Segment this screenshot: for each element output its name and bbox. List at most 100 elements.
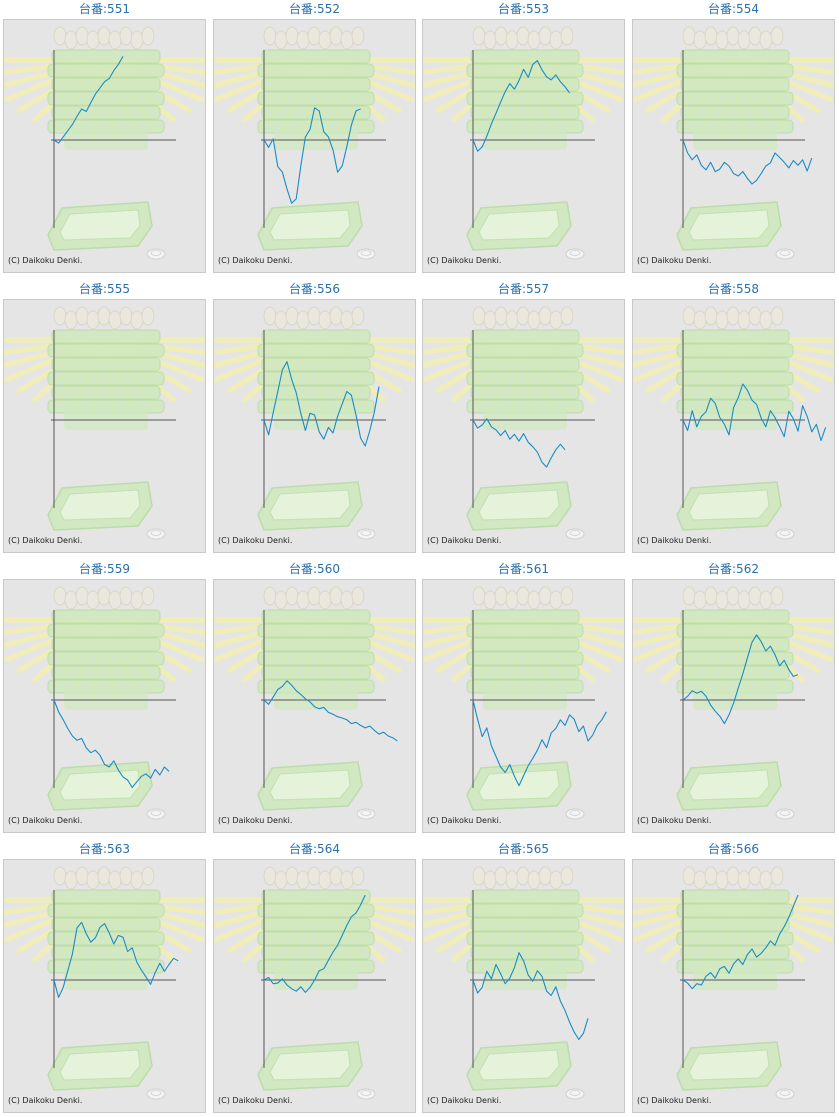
copyright-text: (C) Daikoku Denki.	[218, 1096, 293, 1105]
chart-cell: 台番:551 (C) Daikoku Denki.	[3, 0, 206, 274]
chart-plot	[4, 586, 205, 820]
chart-cell: 台番:565 (C) Daikoku Denki.	[422, 840, 625, 1114]
chart-panel: (C) Daikoku Denki.	[3, 19, 206, 273]
background-artwork	[633, 306, 834, 540]
background-artwork	[214, 26, 415, 260]
chart-panel: (C) Daikoku Denki.	[632, 299, 835, 553]
chart-title: 台番:556	[289, 282, 340, 296]
copyright-text: (C) Daikoku Denki.	[8, 816, 83, 825]
copyright-text: (C) Daikoku Denki.	[637, 816, 712, 825]
chart-plot	[633, 586, 834, 820]
copyright-text: (C) Daikoku Denki.	[427, 816, 502, 825]
series-line	[263, 680, 398, 742]
chart-title: 台番:557	[498, 282, 549, 296]
background-artwork	[633, 586, 834, 820]
chart-plot	[214, 26, 415, 260]
chart-plot	[4, 26, 205, 260]
series-line	[472, 418, 566, 468]
copyright-text: (C) Daikoku Denki.	[637, 1096, 712, 1105]
chart-panel: (C) Daikoku Denki.	[632, 579, 835, 833]
copyright-text: (C) Daikoku Denki.	[8, 1096, 83, 1105]
chart-title: 台番:565	[498, 842, 549, 856]
chart-title: 台番:566	[708, 842, 759, 856]
chart-plot	[423, 586, 624, 820]
series-line	[53, 56, 124, 144]
background-artwork	[214, 866, 415, 1100]
series-line	[472, 60, 571, 152]
chart-plot	[423, 306, 624, 540]
chart-panel: (C) Daikoku Denki.	[213, 19, 416, 273]
background-artwork	[423, 26, 624, 260]
chart-panel: (C) Daikoku Denki.	[422, 579, 625, 833]
series-line	[263, 361, 380, 447]
background-artwork	[4, 866, 205, 1100]
copyright-text: (C) Daikoku Denki.	[637, 536, 712, 545]
chart-title: 台番:560	[289, 562, 340, 576]
chart-cell: 台番:561 (C) Daikoku Denki.	[422, 560, 625, 834]
chart-panel: (C) Daikoku Denki.	[422, 19, 625, 273]
chart-title: 台番:564	[289, 842, 340, 856]
chart-title: 台番:553	[498, 2, 549, 16]
copyright-text: (C) Daikoku Denki.	[427, 256, 502, 265]
background-artwork	[214, 306, 415, 540]
chart-plot	[214, 306, 415, 540]
background-artwork	[423, 306, 624, 540]
series-line	[682, 139, 813, 185]
chart-panel: (C) Daikoku Denki.	[3, 859, 206, 1113]
copyright-text: (C) Daikoku Denki.	[218, 816, 293, 825]
series-line	[682, 634, 799, 725]
background-artwork	[4, 586, 205, 820]
chart-plot	[633, 866, 834, 1100]
chart-cell: 台番:555 (C) Daikoku Denki.	[3, 280, 206, 554]
chart-cell: 台番:556 (C) Daikoku Denki.	[213, 280, 416, 554]
copyright-text: (C) Daikoku Denki.	[218, 536, 293, 545]
chart-title: 台番:558	[708, 282, 759, 296]
chart-title: 台番:551	[79, 2, 130, 16]
chart-cell: 台番:564 (C) Daikoku Denki.	[213, 840, 416, 1114]
chart-panel: (C) Daikoku Denki.	[632, 19, 835, 273]
chart-title: 台番:563	[79, 842, 130, 856]
chart-title: 台番:554	[708, 2, 759, 16]
chart-panel: (C) Daikoku Denki.	[422, 299, 625, 553]
chart-cell: 台番:552 (C) Daikoku Denki.	[213, 0, 416, 274]
background-artwork	[423, 866, 624, 1100]
copyright-text: (C) Daikoku Denki.	[8, 536, 83, 545]
chart-plot	[214, 866, 415, 1100]
series-line	[682, 383, 827, 442]
copyright-text: (C) Daikoku Denki.	[427, 536, 502, 545]
chart-cell: 台番:559 (C) Daikoku Denki.	[3, 560, 206, 834]
copyright-text: (C) Daikoku Denki.	[218, 256, 293, 265]
background-artwork	[633, 866, 834, 1100]
chart-plot	[633, 306, 834, 540]
copyright-text: (C) Daikoku Denki.	[637, 256, 712, 265]
chart-plot	[423, 866, 624, 1100]
chart-cell: 台番:553 (C) Daikoku Denki.	[422, 0, 625, 274]
background-artwork	[633, 26, 834, 260]
chart-panel: (C) Daikoku Denki.	[3, 299, 206, 553]
background-artwork	[4, 306, 205, 540]
chart-cell: 台番:554 (C) Daikoku Denki.	[632, 0, 835, 274]
series-line	[472, 952, 589, 1041]
chart-cell: 台番:558 (C) Daikoku Denki.	[632, 280, 835, 554]
chart-panel: (C) Daikoku Denki.	[213, 859, 416, 1113]
chart-title: 台番:555	[79, 282, 130, 296]
chart-cell: 台番:557 (C) Daikoku Denki.	[422, 280, 625, 554]
series-line	[53, 921, 179, 998]
chart-plot	[633, 26, 834, 260]
chart-panel: (C) Daikoku Denki.	[632, 859, 835, 1113]
chart-cell: 台番:563 (C) Daikoku Denki.	[3, 840, 206, 1114]
series-line	[53, 699, 170, 788]
chart-title: 台番:559	[79, 562, 130, 576]
chart-plot	[4, 866, 205, 1100]
chart-title: 台番:561	[498, 562, 549, 576]
copyright-text: (C) Daikoku Denki.	[427, 1096, 502, 1105]
chart-plot	[214, 586, 415, 820]
chart-panel: (C) Daikoku Denki.	[422, 859, 625, 1113]
background-artwork	[423, 586, 624, 820]
series-line	[472, 699, 607, 787]
background-artwork	[214, 586, 415, 820]
chart-cell: 台番:560 (C) Daikoku Denki.	[213, 560, 416, 834]
chart-title: 台番:562	[708, 562, 759, 576]
chart-cell: 台番:562 (C) Daikoku Denki.	[632, 560, 835, 834]
chart-panel: (C) Daikoku Denki.	[3, 579, 206, 833]
